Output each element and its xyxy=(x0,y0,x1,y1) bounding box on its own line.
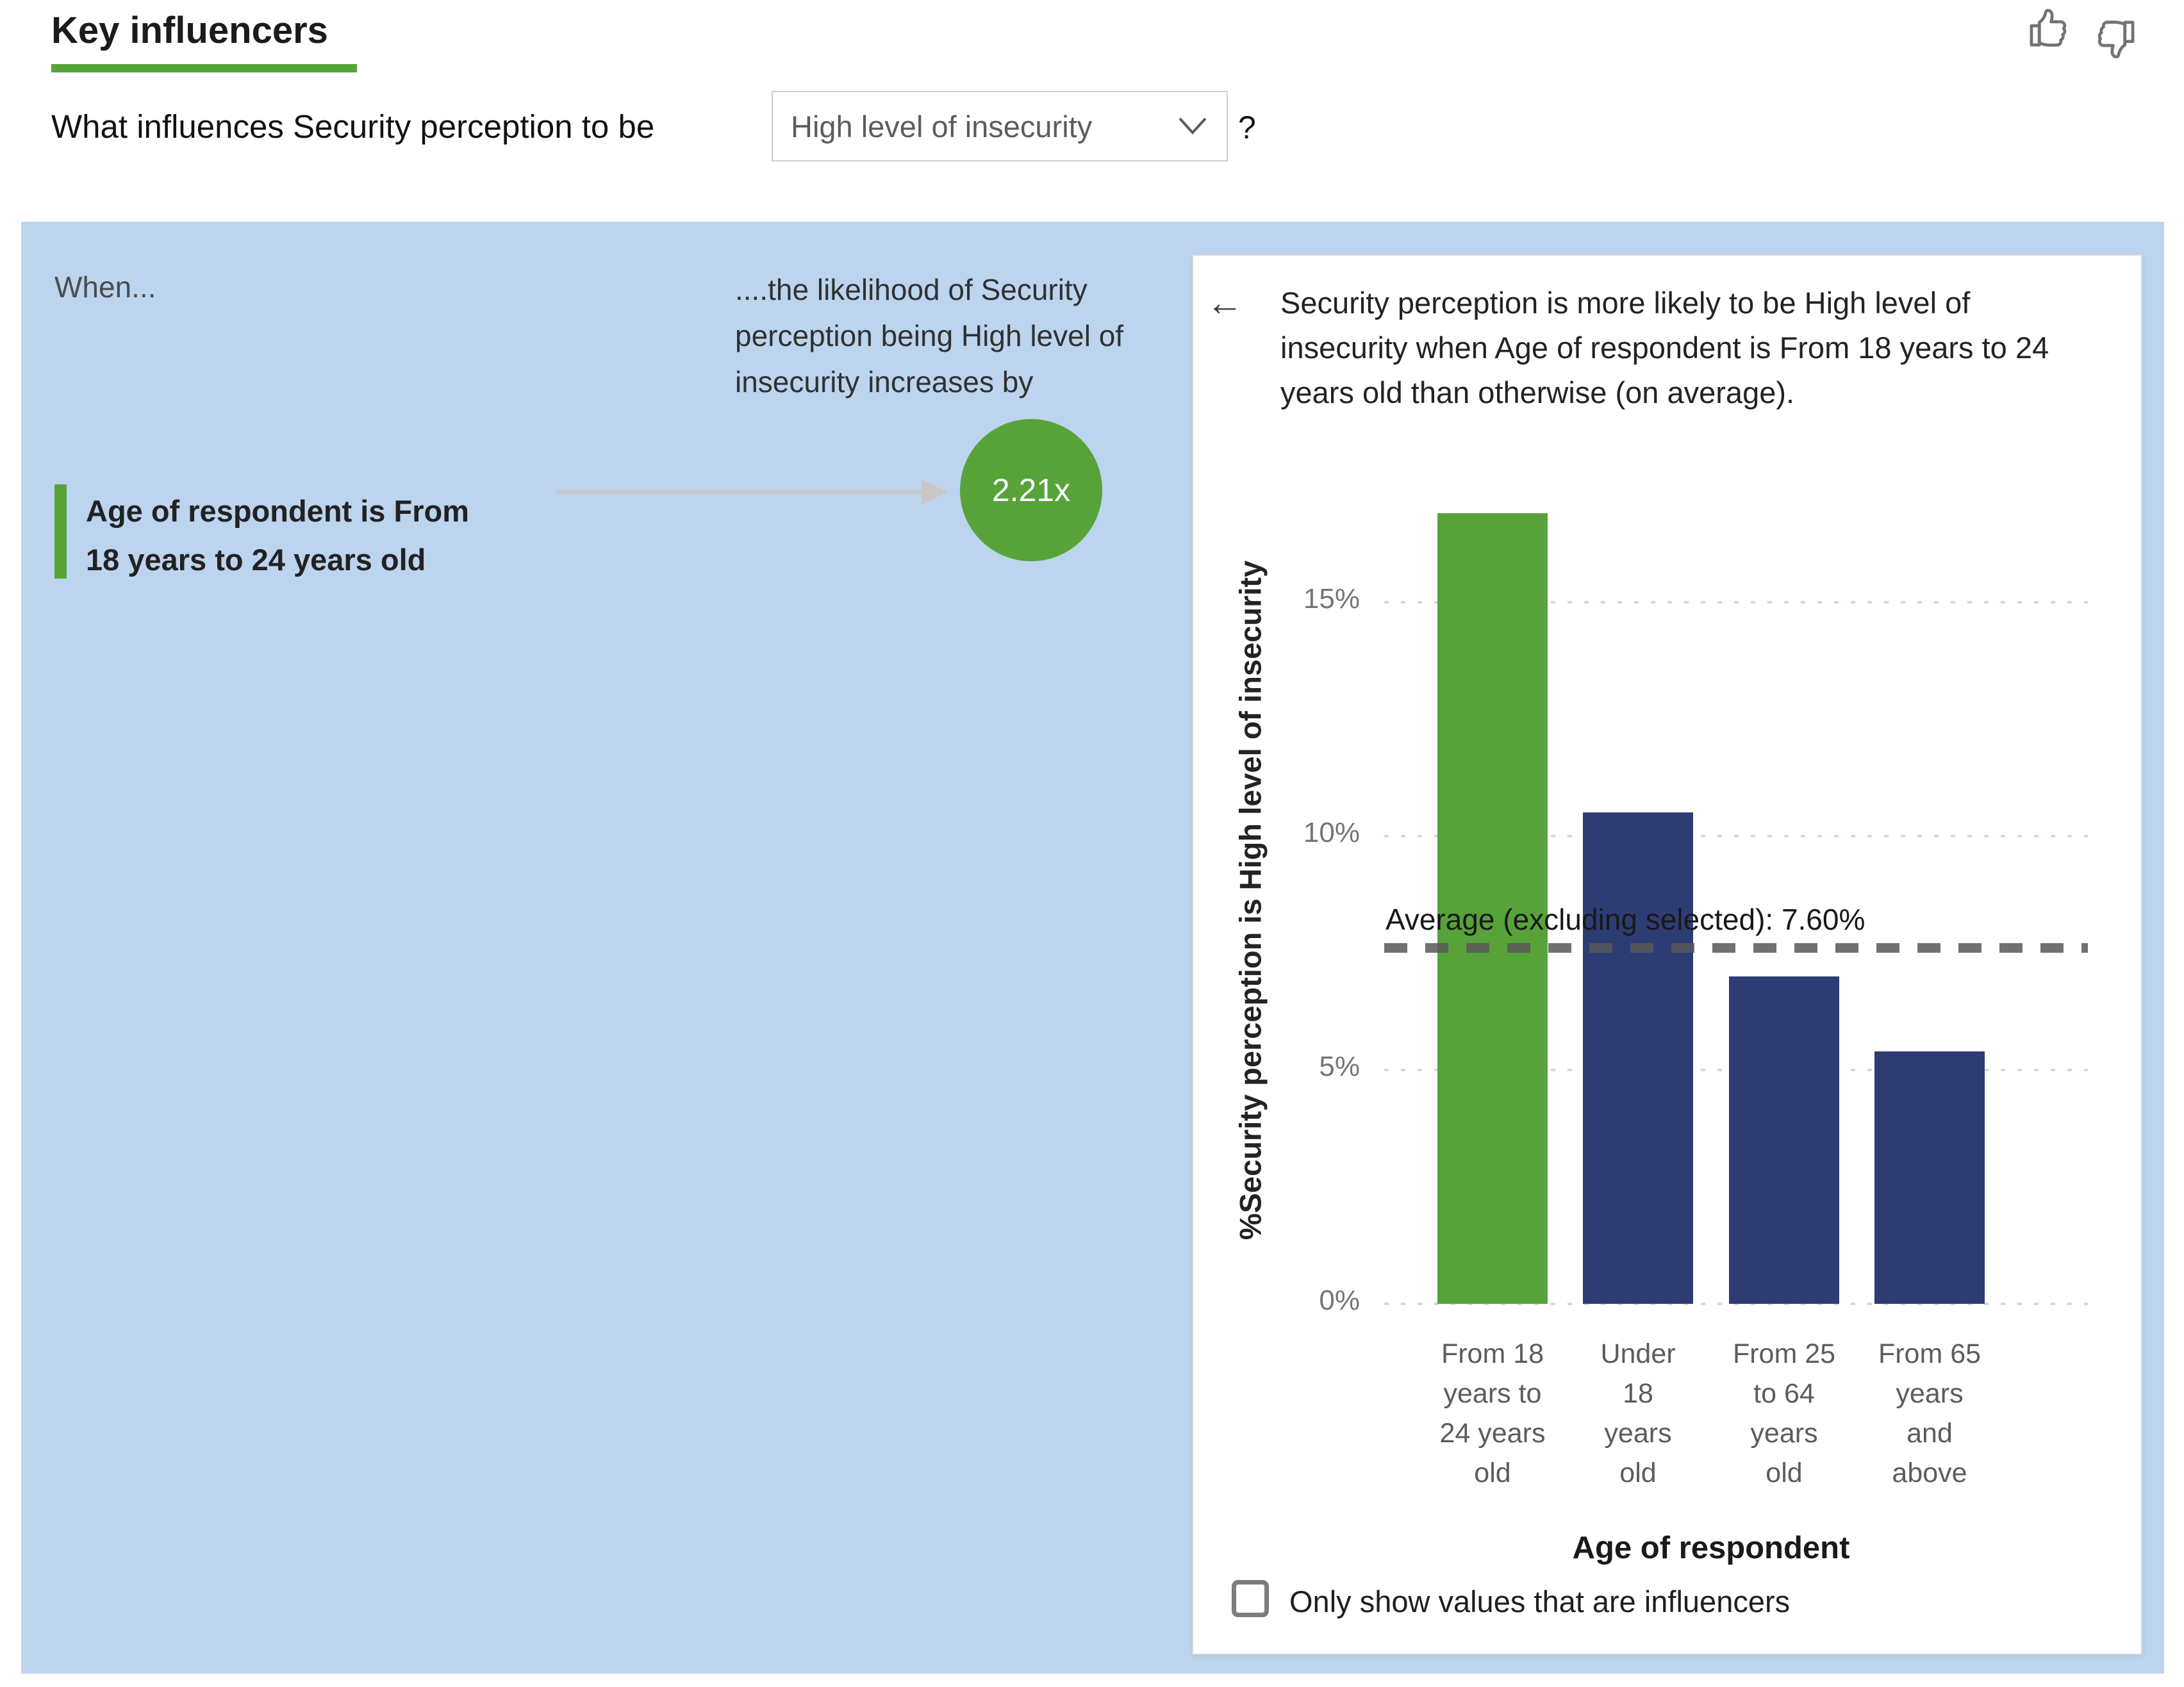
gridline-10% xyxy=(1384,835,2088,837)
bar-chart-plot: 0% 5% 10% 15% From 18 years to 24 years old U… xyxy=(1303,481,2088,1565)
average-reference-line xyxy=(1384,943,2088,953)
average-line-label: Average (excluding selected): 7.60% xyxy=(1386,903,1866,937)
target-value-dropdown[interactable]: High level of insecurity xyxy=(772,91,1228,161)
y-tick-label: 5% xyxy=(1319,1051,1360,1082)
likelihood-column-header: ....the likelihood of Security perceptio… xyxy=(735,273,1124,399)
y-tick-label: 10% xyxy=(1303,817,1360,848)
x-tick-label-0: From 18 years to 24 years old xyxy=(1439,1338,1546,1488)
y-tick-label: 15% xyxy=(1303,583,1360,614)
title-underline xyxy=(51,64,357,72)
influencer-multiplier-bubble[interactable]: 2.21x xyxy=(960,419,1102,561)
insight-explanation-text: Security perception is more likely to be… xyxy=(1280,286,2049,409)
influencer-arrow-line xyxy=(556,490,923,494)
chart-bar-0[interactable] xyxy=(1437,513,1548,1304)
chevron-down-icon xyxy=(1178,117,1207,136)
influencer-selected-accent-bar xyxy=(54,484,67,579)
influencer-arrow-head-icon xyxy=(922,479,947,505)
when-column-header: When... xyxy=(54,270,156,304)
back-arrow-icon[interactable]: ← xyxy=(1206,282,1243,324)
x-tick-label-3: From 65 years and above xyxy=(1878,1338,1981,1488)
influencers-only-checkbox-label: Only show values that are influencers xyxy=(1289,1584,1791,1618)
y-tick-label: 0% xyxy=(1319,1285,1360,1316)
dropdown-selected-value: High level of insecurity xyxy=(791,109,1093,144)
x-axis-title: Age of respondent xyxy=(1572,1531,1850,1565)
influencers-only-checkbox[interactable] xyxy=(1232,1580,1269,1617)
gridline-0% xyxy=(1384,1303,2088,1305)
y-axis-title: %Security perception is High level of in… xyxy=(1233,560,1268,1240)
x-tick-label-2: From 25 to 64 years old xyxy=(1732,1338,1836,1488)
chart-bar-1[interactable] xyxy=(1583,812,1693,1304)
chart-bar-3[interactable] xyxy=(1874,1051,1985,1304)
question-text: What influences Security perception to b… xyxy=(51,108,655,145)
thumbs-up-icon[interactable] xyxy=(2025,5,2076,57)
question-mark-label: ? xyxy=(1238,110,1256,145)
page-title: Key influencers xyxy=(51,10,328,51)
x-tick-label-1: Under 18 years old xyxy=(1600,1338,1676,1488)
gridline-15% xyxy=(1384,601,2088,604)
influencer-item-label[interactable]: Age of respondent is From 18 years to 24… xyxy=(86,494,469,577)
chart-bar-2[interactable] xyxy=(1729,976,1839,1304)
thumbs-down-icon[interactable] xyxy=(2088,10,2139,62)
